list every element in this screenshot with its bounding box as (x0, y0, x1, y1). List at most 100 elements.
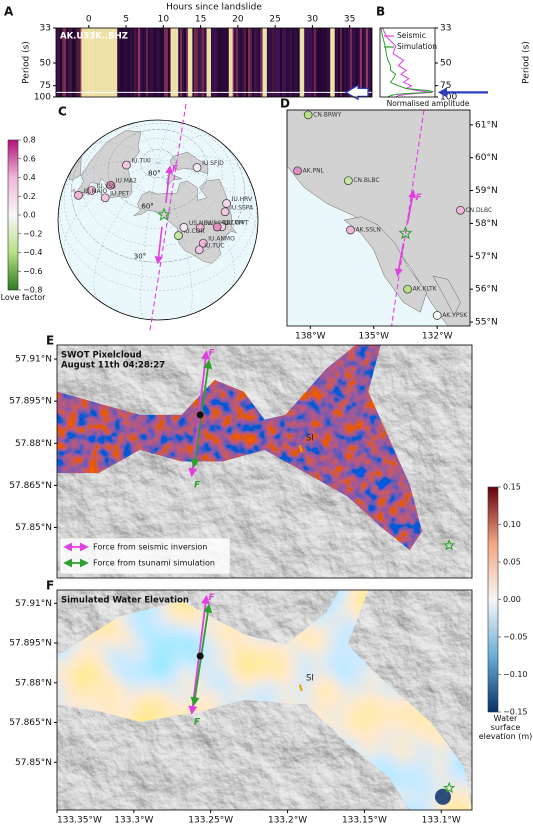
plot-frame (379, 27, 436, 98)
y-tick-label: 100 (440, 93, 457, 103)
force-label: F (208, 349, 215, 359)
colorbar-tick-label: 0.6 (23, 154, 36, 163)
arrow-head (438, 87, 447, 98)
spectrogram-texture (222, 28, 224, 97)
x-tick-label: 133.25°W (188, 816, 233, 824)
spectrogram-texture (240, 28, 242, 97)
y-tick-label: 33 (440, 24, 451, 34)
meridian (63, 162, 159, 258)
station (100, 193, 110, 203)
spectrogram-texture (256, 28, 258, 97)
legend-label: Simulation (397, 42, 437, 51)
y-tick-label: 57.865°N (9, 718, 52, 728)
spectrogram-texture (216, 28, 218, 97)
spectrogram-texture (246, 28, 248, 97)
spectrogram-texture (200, 28, 202, 97)
spectrogram-texture (162, 28, 164, 97)
station (432, 311, 442, 320)
spectrogram-texture (368, 28, 370, 97)
force-direction (391, 109, 425, 327)
graticule-label: 60° (141, 202, 153, 210)
meridian (140, 162, 159, 319)
spectrogram-texture (62, 28, 64, 97)
station (303, 110, 313, 120)
x-axis-label: Hours since landslide (166, 3, 262, 13)
spectrogram-texture (364, 28, 366, 97)
y-tick-label: 61°N (475, 120, 498, 130)
plot-frame (55, 27, 373, 98)
spectrogram-texture (346, 28, 348, 97)
spectrogram-texture (178, 28, 180, 97)
y-tick-label: 75 (40, 81, 51, 91)
spectrogram-texture (260, 28, 262, 97)
spectrogram-texture (276, 28, 278, 97)
y-tick-label: 57°N (475, 252, 498, 262)
source-star (156, 207, 171, 221)
spectrogram-texture (184, 28, 186, 97)
spectrogram-texture (312, 28, 314, 97)
spectrogram-texture (238, 28, 240, 97)
spectrogram-texture (148, 28, 150, 97)
spectrogram-texture (74, 28, 76, 97)
spectrogram-texture (130, 28, 132, 97)
bright-band (187, 28, 193, 97)
spectrogram-texture (118, 28, 120, 97)
spectrogram-texture (244, 28, 246, 97)
station (198, 238, 208, 248)
station (195, 223, 205, 233)
station (122, 160, 131, 170)
spectrogram-texture (212, 28, 214, 97)
force-origin (196, 652, 204, 660)
station-label: IU.CCM (222, 220, 244, 227)
spectrogram-texture (132, 28, 134, 97)
force-label: F (172, 164, 179, 174)
panel-letter: C (58, 105, 67, 119)
spectrogram-texture (182, 28, 184, 97)
station (212, 222, 222, 232)
spectrogram-texture (204, 28, 206, 97)
station (194, 245, 204, 255)
station-label: IU.SFJD (202, 160, 224, 167)
spectrogram-texture (226, 28, 228, 97)
spectrogram-texture (292, 28, 294, 97)
station (403, 284, 412, 294)
spectrogram-texture (306, 28, 308, 97)
spectrogram-texture (58, 28, 60, 97)
spectrogram-texture (328, 28, 330, 97)
spectrogram-texture (168, 28, 170, 97)
station-label: US.NEW (189, 220, 213, 227)
spectrogram-texture (360, 28, 362, 97)
spectrogram-texture (324, 28, 326, 97)
bright-band (228, 28, 233, 97)
spectrogram-texture (274, 28, 276, 97)
colorbar-label-box: Water surface elevation (m) (479, 714, 533, 741)
meridian (129, 123, 159, 163)
bright-band (330, 28, 335, 97)
station-label: IU.HRV (232, 196, 253, 203)
spectrogram-texture (68, 28, 70, 97)
station (87, 186, 96, 195)
spectrogram-texture (348, 28, 350, 97)
spectrogram-texture (142, 28, 144, 97)
spectrogram-texture (280, 28, 282, 97)
spectrogram-texture (310, 28, 312, 97)
panel-letter: D (280, 97, 290, 111)
station (456, 205, 465, 215)
spectrogram-texture (224, 28, 226, 97)
spectrogram-texture (144, 28, 146, 97)
spectrogram-texture (128, 28, 130, 97)
spectrogram-texture (150, 28, 152, 97)
bright-band (81, 28, 118, 97)
force-arrow (394, 243, 405, 277)
y-tick-label: 58°N (475, 219, 498, 229)
station (220, 207, 230, 217)
force-arrow (165, 165, 174, 203)
force-label: F (194, 718, 201, 728)
graticule-line (71, 132, 245, 263)
y-axis-label: Period (s) (522, 41, 532, 84)
arrow (344, 84, 369, 101)
colorbar-label-box: Love factor (1, 293, 46, 302)
spectrogram-texture (146, 28, 148, 97)
land (133, 178, 238, 264)
y-tick-label: 57.91°N (15, 599, 52, 609)
